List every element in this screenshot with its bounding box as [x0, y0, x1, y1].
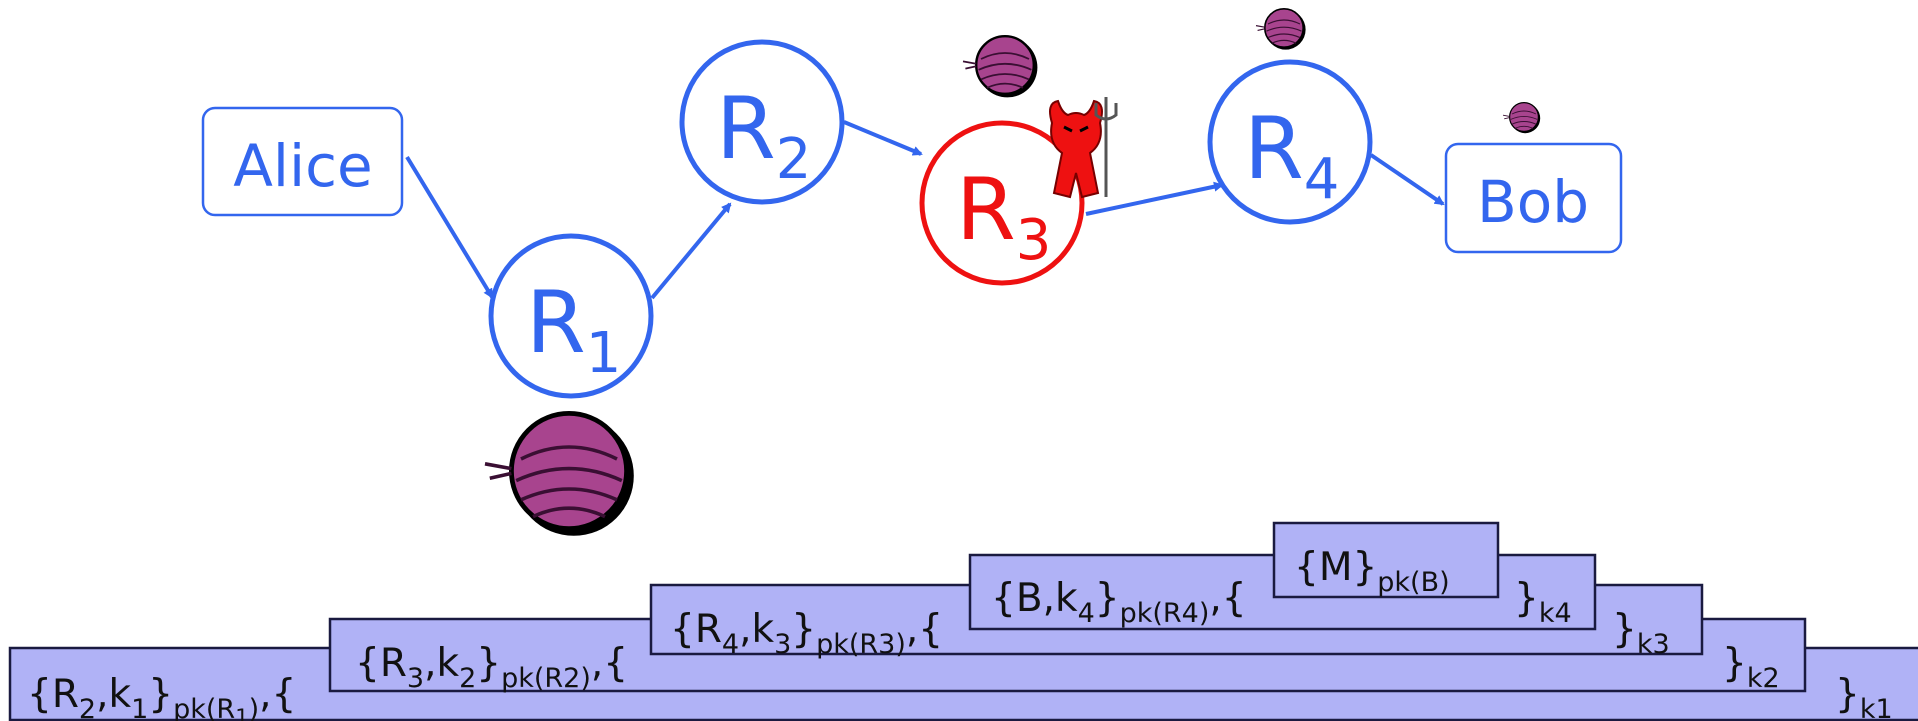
formula-subscript: k1 [1860, 694, 1893, 721]
formula-text: } [1514, 576, 1539, 621]
node-label: Alice [233, 132, 372, 200]
formula: {R2,k1}pk(R1),{ [27, 672, 296, 721]
devil [1049, 97, 1118, 199]
formula-text: {M} [1294, 545, 1377, 590]
formula-text: ,k [424, 641, 459, 686]
formula-text: {R [670, 607, 722, 652]
formula-text: {B,k [991, 576, 1078, 621]
node-letter: R [526, 273, 586, 373]
formula: {R3,k2}pk(R2),{ [355, 641, 628, 694]
formula-text: } [476, 641, 501, 686]
node-label: R2 [716, 79, 811, 192]
formula-subscript: ) [249, 694, 260, 721]
formula-subscript: k3 [1637, 629, 1670, 660]
onion-layers: {R2,k1}pk(R1),{}k1{R3,k2}pk(R2),{}k2{R4,… [8, 521, 1918, 721]
arrow [1085, 181, 1224, 216]
arrow [1369, 153, 1445, 206]
formula-subscript: pk(R2) [501, 663, 591, 694]
formula-text: ,{ [259, 672, 296, 717]
formula-text: } [148, 672, 173, 717]
layer-box [1272, 521, 1500, 599]
node-subscript: 3 [1016, 208, 1052, 273]
formula-text: {R [355, 641, 407, 686]
formula-subscript: 3 [407, 663, 424, 694]
arrows [405, 120, 1445, 300]
node-circle [679, 39, 845, 205]
formula-text: } [1722, 641, 1747, 686]
formula-text: {R [27, 672, 79, 717]
formula-text: ,{ [591, 641, 628, 686]
formula-subscript: 3 [774, 629, 791, 660]
node-circle [1207, 59, 1373, 225]
onion [485, 413, 634, 535]
node-label: Bob [1477, 168, 1589, 236]
formula-text: ,{ [1209, 576, 1246, 621]
formula: }k1 [1835, 672, 1893, 721]
formula: {R4,k3}pk(R3),{ [670, 607, 943, 660]
node-circle [919, 120, 1085, 286]
formula-subscript: 4 [1078, 598, 1095, 629]
onion [1255, 7, 1307, 51]
formula-subscript: pk(R3) [816, 629, 906, 660]
formula-subscript: 2 [459, 663, 476, 694]
formula-text: } [791, 607, 816, 652]
onion [1502, 101, 1541, 134]
formula: }k2 [1722, 641, 1780, 694]
node-subscript: 1 [586, 321, 622, 386]
formula-subscript: pk(R [173, 694, 235, 721]
node-label: R3 [956, 160, 1051, 273]
formula: {M}pk(B) [1294, 545, 1450, 598]
node-letter: R [1244, 99, 1304, 199]
node-label: R1 [526, 273, 621, 386]
arrow [405, 155, 494, 299]
formula-text: ,k [739, 607, 774, 652]
formula-text: } [1612, 607, 1637, 652]
node-subscript: 4 [1304, 147, 1340, 212]
formula-text: } [1835, 672, 1860, 717]
formula-text: ,{ [906, 607, 943, 652]
formula-subscript: 4 [722, 629, 739, 660]
formula-subscript: k2 [1747, 663, 1780, 694]
onion [961, 34, 1039, 99]
formula: }k3 [1612, 607, 1670, 660]
formula: {B,k4}pk(R4),{ [991, 576, 1247, 629]
node-box [1444, 142, 1623, 254]
formula-subscript: pk(R4) [1120, 598, 1210, 629]
formula-subscript: 2 [79, 694, 96, 721]
formula-subscript: k4 [1539, 598, 1572, 629]
node-letter: R [956, 160, 1016, 260]
node-box [201, 106, 404, 217]
node-subscript: 2 [776, 127, 812, 192]
formula-subscript: 1 [235, 705, 248, 721]
node-letter: R [716, 79, 776, 179]
node-label: R4 [1244, 99, 1339, 212]
arrow [650, 202, 732, 300]
formula: }k4 [1514, 576, 1572, 629]
arrow [843, 120, 923, 156]
node-circle [488, 233, 654, 399]
formula-subscript: 1 [131, 694, 148, 721]
formula-text: ,k [96, 672, 131, 717]
formula-text: } [1095, 576, 1120, 621]
formula-subscript: pk(B) [1377, 567, 1449, 598]
